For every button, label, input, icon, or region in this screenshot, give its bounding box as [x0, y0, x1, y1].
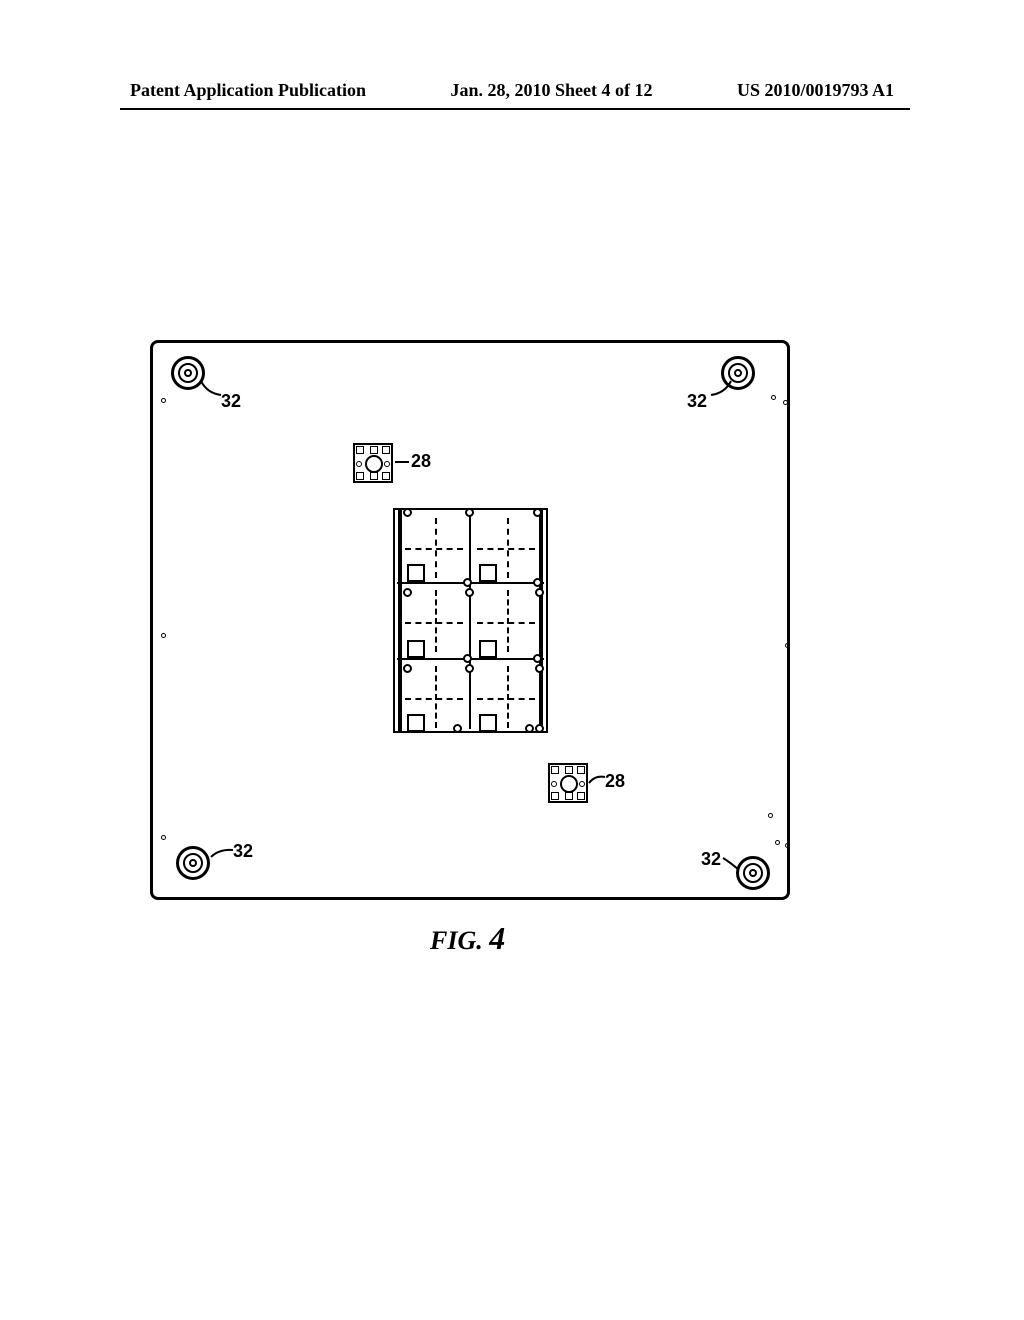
- figure-caption-number: 4: [489, 920, 505, 956]
- edge-hole: [785, 643, 790, 648]
- leader-br: [721, 855, 741, 871]
- leader-tr: [709, 379, 733, 399]
- edge-hole: [161, 398, 166, 403]
- header-right: US 2010/0019793 A1: [737, 80, 894, 101]
- edge-hole: [775, 840, 780, 845]
- leader-28-lower: [587, 771, 607, 785]
- page-header: Patent Application Publication Jan. 28, …: [0, 80, 1024, 101]
- reference-block-upper: [353, 443, 393, 483]
- edge-hole: [161, 633, 166, 638]
- leader-28-upper: [395, 461, 409, 463]
- ref-label-32-br: 32: [701, 849, 721, 870]
- edge-hole: [768, 813, 773, 818]
- leader-bl: [209, 845, 235, 859]
- edge-hole: [771, 395, 776, 400]
- figure-panel: 32 32 32 32 28 28: [150, 340, 790, 900]
- ref-label-32-tl: 32: [221, 391, 241, 412]
- edge-hole: [783, 400, 788, 405]
- central-grid: [393, 508, 548, 733]
- leader-tl: [199, 379, 223, 399]
- ref-label-32-tr: 32: [687, 391, 707, 412]
- edge-hole: [785, 843, 790, 848]
- header-rule: [120, 108, 910, 110]
- reference-block-lower: [548, 763, 588, 803]
- header-left: Patent Application Publication: [130, 80, 366, 101]
- header-center: Jan. 28, 2010 Sheet 4 of 12: [451, 80, 653, 101]
- figure-caption: FIG. 4: [430, 920, 505, 957]
- ref-label-28-lower: 28: [605, 771, 625, 792]
- ref-label-28-upper: 28: [411, 451, 431, 472]
- figure-caption-prefix: FIG.: [430, 926, 483, 955]
- corner-feature-br: [736, 856, 770, 890]
- ref-label-32-bl: 32: [233, 841, 253, 862]
- edge-hole: [161, 835, 166, 840]
- corner-feature-bl: [176, 846, 210, 880]
